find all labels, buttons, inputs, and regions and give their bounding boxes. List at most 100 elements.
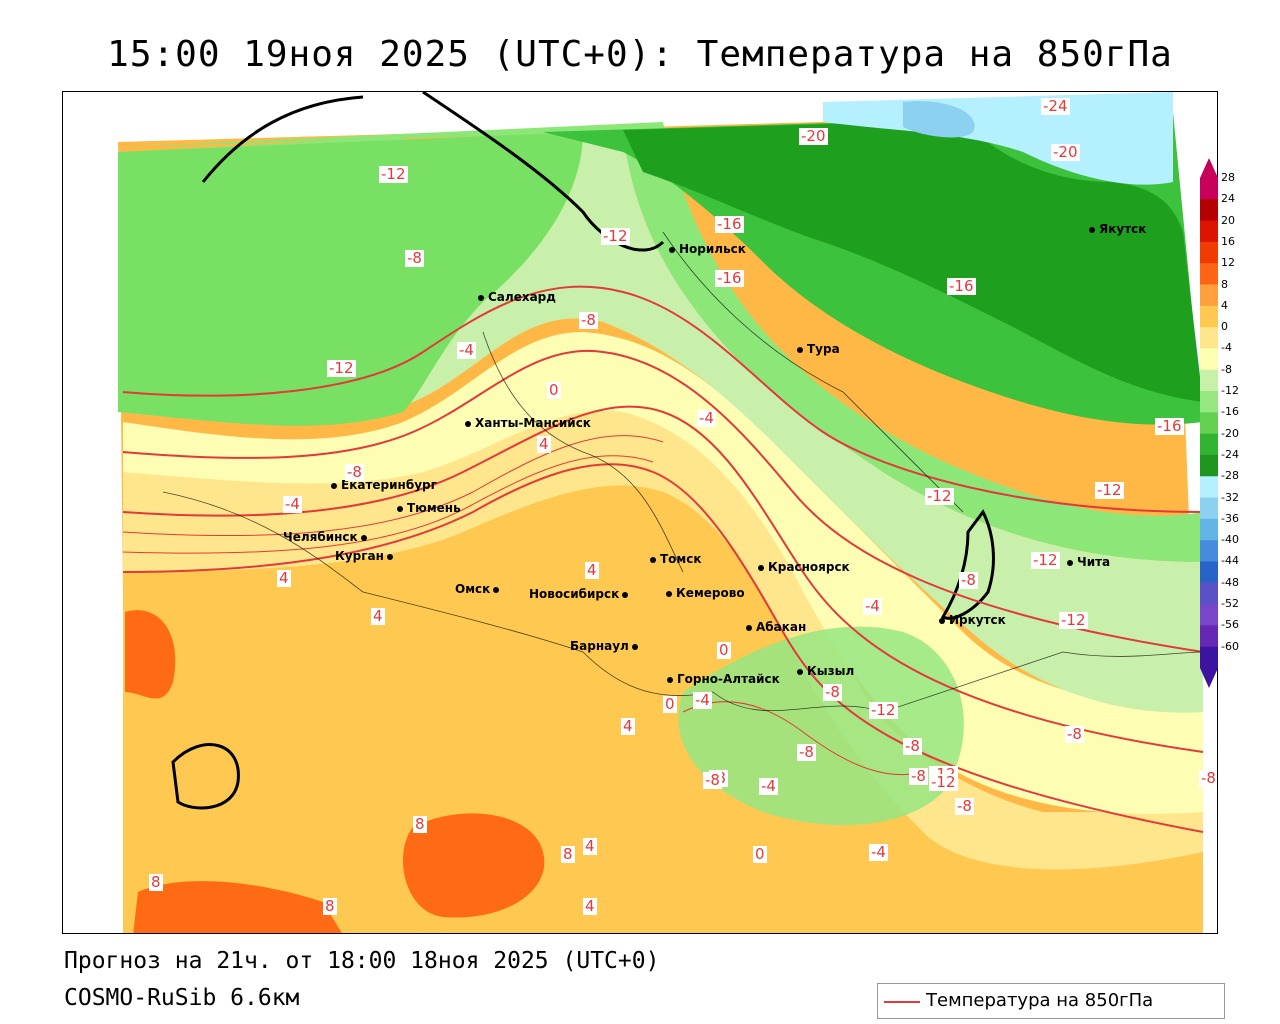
city-dot-icon bbox=[397, 505, 403, 512]
colorbar-segment bbox=[1200, 391, 1218, 413]
colorbar-tick-label: 4 bbox=[1221, 298, 1228, 312]
isotherm-label: 4 bbox=[621, 717, 635, 735]
isotherm-label: -4 bbox=[457, 341, 476, 359]
city-dot-icon bbox=[939, 617, 945, 624]
city-dot-icon bbox=[493, 586, 500, 593]
colorbar-tick-label: -56 bbox=[1221, 618, 1239, 632]
zone-pale-yellow bbox=[123, 392, 1203, 870]
city-dot-icon bbox=[622, 591, 629, 598]
isotherm-label: -8 bbox=[579, 311, 598, 329]
colorbar-top-arrow bbox=[1200, 158, 1218, 178]
isotherm-label: -4 bbox=[869, 843, 888, 861]
zone-very-cold bbox=[903, 101, 975, 138]
colorbar-tick-label: -32 bbox=[1221, 490, 1239, 504]
city-abakan: Абакан bbox=[746, 620, 806, 634]
legend: Температура на 850гПа bbox=[877, 983, 1225, 1019]
colorbar-segment bbox=[1200, 369, 1218, 392]
isotherm-label: 4 bbox=[585, 561, 599, 579]
isotherm-label: -12 bbox=[929, 773, 958, 791]
isotherm-label: -24 bbox=[1041, 97, 1070, 115]
isotherm-label: 8 bbox=[413, 815, 427, 833]
city-dot-icon bbox=[797, 668, 803, 675]
legend-label: Температура на 850гПа bbox=[926, 990, 1154, 1011]
colorbar-tick-label: 8 bbox=[1221, 277, 1228, 291]
colorbar-tick-label: -44 bbox=[1221, 554, 1239, 568]
colorbar-segment bbox=[1200, 476, 1218, 499]
city-dot-icon bbox=[666, 590, 672, 597]
city-dot-icon bbox=[360, 534, 367, 541]
colorbar-segment bbox=[1200, 625, 1218, 648]
city-yekaterinburg: Екатеринбург bbox=[331, 478, 437, 492]
colorbar-tick-label: 24 bbox=[1221, 192, 1235, 206]
colorbar-segment bbox=[1200, 178, 1218, 200]
city-dot-icon bbox=[669, 246, 675, 253]
colorbar-segment bbox=[1200, 348, 1218, 371]
colorbar-segment bbox=[1200, 582, 1218, 605]
city-dot-icon bbox=[478, 294, 484, 301]
colorbar-tick-label: 16 bbox=[1221, 234, 1235, 248]
colorbar-segment bbox=[1200, 199, 1218, 222]
city-dot-icon bbox=[386, 553, 393, 560]
isotherm-label: 4 bbox=[537, 435, 551, 453]
city-kemerovo: Кемерово bbox=[666, 586, 745, 600]
isotherm-label: 4 bbox=[583, 837, 597, 855]
isotherm-label: -20 bbox=[1051, 143, 1080, 161]
isotherm-label: -12 bbox=[869, 701, 898, 719]
zone-green-west bbox=[118, 132, 583, 426]
city-khanty-mansiysk: Ханты-Мансийск bbox=[465, 416, 591, 430]
city-salekhard: Салехард bbox=[478, 290, 556, 304]
city-kurgan: Курган bbox=[335, 549, 397, 563]
colorbar-tick-label: -4 bbox=[1221, 341, 1232, 355]
colorbar-segment bbox=[1200, 433, 1218, 456]
isotherm-label: -8 bbox=[909, 767, 928, 785]
city-kyzyl: Кызыл bbox=[797, 664, 854, 678]
city-dot-icon bbox=[746, 624, 752, 631]
lake-baikal bbox=[940, 509, 995, 620]
isotherm-label: -12 bbox=[601, 227, 630, 245]
isotherm-label: -16 bbox=[715, 215, 744, 233]
isotherm-label: -8 bbox=[797, 743, 816, 761]
city-dot-icon bbox=[331, 482, 337, 489]
city-yakutsk: Якутск bbox=[1089, 222, 1146, 236]
isotherm-label: -4 bbox=[693, 691, 712, 709]
colorbar-tick-label: 0 bbox=[1221, 320, 1228, 334]
city-dot-icon bbox=[1089, 226, 1095, 233]
colorbar-tick-label: -16 bbox=[1221, 405, 1239, 419]
isotherm-label: 0 bbox=[663, 695, 677, 713]
colorbar-tick-label: -20 bbox=[1221, 426, 1239, 440]
zone-dark-green bbox=[623, 120, 1203, 402]
colorbar-segment bbox=[1200, 327, 1218, 349]
caspian-sea bbox=[171, 743, 240, 810]
isotherm-label: -8 bbox=[955, 797, 974, 815]
colorbar-segment bbox=[1200, 454, 1218, 477]
city-tomsk: Томск bbox=[650, 552, 702, 566]
colorbar-segment bbox=[1200, 561, 1218, 584]
city-krasnoyarsk: Красноярск bbox=[758, 560, 850, 574]
colorbar-tick-label: -24 bbox=[1221, 447, 1239, 461]
zone-hot-southwest bbox=[133, 881, 342, 933]
isotherm-label: -8 bbox=[959, 571, 978, 589]
colorbar-tick-label: -36 bbox=[1221, 511, 1239, 525]
colorbar-tick-label: 28 bbox=[1221, 171, 1235, 184]
isotherm-label: 4 bbox=[277, 569, 291, 587]
colorbar-segment bbox=[1200, 497, 1218, 520]
isotherm-label: -20 bbox=[799, 127, 828, 145]
city-omsk: Омск bbox=[455, 582, 503, 596]
isotherm-label: -4 bbox=[283, 495, 302, 513]
city-dot-icon bbox=[631, 643, 638, 650]
colorbar-segment bbox=[1200, 220, 1218, 243]
city-dot-icon bbox=[667, 676, 673, 683]
isotherm-label: 4 bbox=[371, 607, 385, 625]
colorbar-segment bbox=[1200, 305, 1218, 328]
city-norilsk: Норильск bbox=[669, 242, 746, 256]
colorbar-segment bbox=[1200, 604, 1218, 626]
zone-mountains bbox=[678, 626, 964, 826]
isotherm-label: 0 bbox=[547, 381, 561, 399]
isotherm-label: -16 bbox=[715, 269, 744, 287]
colorbar-bottom-arrow bbox=[1200, 668, 1218, 688]
forecast-info: Прогноз на 21ч. от 18:00 18ноя 2025 (UTC… bbox=[64, 948, 660, 974]
colorbar-tick-label: 12 bbox=[1221, 256, 1235, 270]
map-title: 15:00 19ноя 2025 (UTC+0): Температура на… bbox=[107, 34, 1173, 75]
city-barnaul: Барнаул bbox=[570, 639, 642, 653]
isotherm-label: -8 bbox=[1199, 769, 1217, 787]
